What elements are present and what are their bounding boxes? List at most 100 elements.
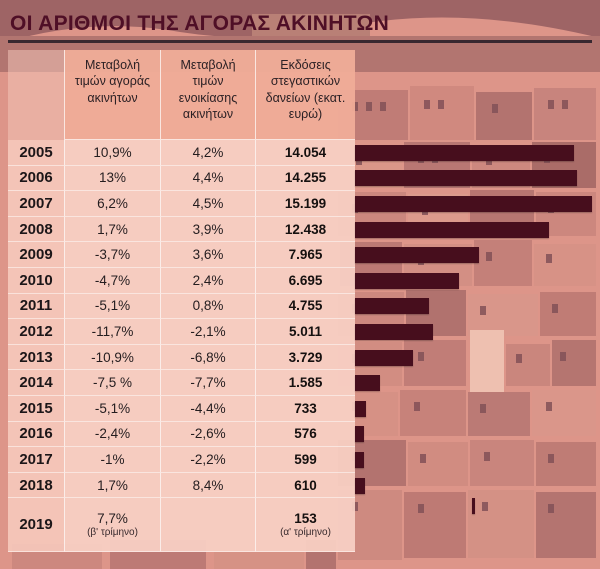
bar-cell bbox=[355, 294, 592, 320]
loan-issuance-value: 610 bbox=[255, 472, 355, 499]
row-year-label: 2016 bbox=[8, 421, 64, 448]
row-year-label: 2012 bbox=[8, 319, 64, 345]
purchase-change-value-note: (β' τρίμηνο) bbox=[87, 527, 138, 539]
row-year-label: 2010 bbox=[8, 268, 64, 294]
loan-issuance-value: 3.729 bbox=[255, 344, 355, 371]
loan-issuance-value-note: (α' τρίμηνο) bbox=[280, 527, 331, 539]
row-year-label: 2015 bbox=[8, 396, 64, 422]
bar-cell bbox=[355, 473, 592, 499]
rent-change-value: 4,4% bbox=[160, 165, 255, 192]
purchase-change-value: 1,7% bbox=[64, 472, 160, 499]
loan-issuance-bar bbox=[355, 272, 460, 289]
row-year-label: 2014 bbox=[8, 370, 64, 397]
purchase-change-value: -5,1% bbox=[64, 293, 160, 320]
loan-issuance-bar bbox=[355, 349, 414, 366]
loan-issuance-value: 5.011 bbox=[255, 319, 355, 345]
loan-issuance-bar bbox=[355, 221, 549, 238]
purchase-change-value: -11,7% bbox=[64, 319, 160, 345]
rent-change-value: -6,8% bbox=[160, 344, 255, 371]
purchase-change-value: 7,7% (β' τρίμηνο) bbox=[64, 498, 160, 553]
loan-issuance-value: 733 bbox=[255, 396, 355, 422]
loan-issuance-value: 576 bbox=[255, 421, 355, 448]
row-year-label: 2009 bbox=[8, 242, 64, 269]
bar-cell bbox=[355, 268, 592, 294]
purchase-change-value: -4,7% bbox=[64, 268, 160, 294]
purchase-change-value: -1% bbox=[64, 447, 160, 473]
rent-change-value bbox=[160, 498, 255, 553]
loan-issuance-bar bbox=[355, 452, 365, 469]
bar-cell bbox=[355, 447, 592, 473]
row-year-label: 2005 bbox=[8, 140, 64, 166]
bar-cell bbox=[355, 498, 592, 552]
purchase-change-value: 6,2% bbox=[64, 191, 160, 217]
purchase-change-value: 13% bbox=[64, 165, 160, 192]
row-year-label: 2008 bbox=[8, 216, 64, 243]
column-header-loan-issuance: Εκδόσεις στεγαστικών δανείων (εκατ. ευρώ… bbox=[255, 50, 355, 141]
loan-issuance-bar bbox=[355, 247, 480, 264]
purchase-change-value: 10,9% bbox=[64, 140, 160, 166]
rent-change-value: -2,2% bbox=[160, 447, 255, 473]
row-year-label: 2018 bbox=[8, 472, 64, 499]
loan-issuance-value: 12.438 bbox=[255, 216, 355, 243]
loan-issuance-value: 15.199 bbox=[255, 191, 355, 217]
purchase-change-value: 1,7% bbox=[64, 216, 160, 243]
loan-issuance-value: 7.965 bbox=[255, 242, 355, 269]
bar-cell bbox=[355, 319, 592, 345]
rent-change-value: 4,2% bbox=[160, 140, 255, 166]
rent-change-value: 3,9% bbox=[160, 216, 255, 243]
rent-change-value: -7,7% bbox=[160, 370, 255, 397]
data-table: Μεταβολή τιμών αγοράς ακινήτων Μεταβολή … bbox=[8, 50, 592, 553]
column-header-purchase-change: Μεταβολή τιμών αγοράς ακινήτων bbox=[64, 50, 160, 141]
rent-change-value: -2,6% bbox=[160, 421, 255, 448]
loan-issuance-value: 14.255 bbox=[255, 165, 355, 192]
bar-cell bbox=[355, 166, 592, 192]
loan-issuance-value: 6.695 bbox=[255, 268, 355, 294]
row-year-label: 2013 bbox=[8, 344, 64, 371]
rent-change-value: 8,4% bbox=[160, 472, 255, 499]
loan-issuance-bar bbox=[355, 298, 430, 315]
purchase-change-value: -7,5 % bbox=[64, 370, 160, 397]
bar-cell bbox=[355, 217, 592, 243]
loan-issuance-bar bbox=[355, 324, 434, 341]
purchase-change-value: -3,7% bbox=[64, 242, 160, 269]
loan-issuance-value: 1.585 bbox=[255, 370, 355, 397]
loan-issuance-bar bbox=[355, 400, 367, 417]
row-year-label: 2011 bbox=[8, 293, 64, 320]
rent-change-value: 3,6% bbox=[160, 242, 255, 269]
loan-issuance-value: 14.054 bbox=[255, 140, 355, 166]
row-year-label: 2007 bbox=[8, 191, 64, 217]
bar-cell bbox=[355, 370, 592, 396]
purchase-change-value: -5,1% bbox=[64, 396, 160, 422]
purchase-change-value: -10,9% bbox=[64, 344, 160, 371]
bar-cell bbox=[355, 242, 592, 268]
loan-issuance-value: 599 bbox=[255, 447, 355, 473]
loan-issuance-value: 4.755 bbox=[255, 293, 355, 320]
bar-cell bbox=[355, 345, 592, 371]
bar-cell bbox=[355, 140, 592, 166]
loan-issuance-bar bbox=[355, 477, 365, 494]
row-year-label: 2019 bbox=[8, 498, 64, 553]
loan-issuance-bar bbox=[355, 196, 592, 213]
purchase-change-value: -2,4% bbox=[64, 421, 160, 448]
bar-cell bbox=[355, 396, 592, 422]
rent-change-value: -4,4% bbox=[160, 396, 255, 422]
rent-change-value: 4,5% bbox=[160, 191, 255, 217]
loan-issuance-bar bbox=[355, 144, 575, 161]
loan-issuance-bar bbox=[472, 498, 475, 515]
row-year-label: 2006 bbox=[8, 165, 64, 192]
bar-cell bbox=[355, 422, 592, 448]
table-corner bbox=[8, 50, 64, 141]
bar-chart-header-spacer bbox=[355, 50, 592, 140]
bar-cell bbox=[355, 191, 592, 217]
page-title: ΟΙ ΑΡΙΘΜΟΙ ΤΗΣ ΑΓΟΡΑΣ ΑΚΙΝΗΤΩΝ bbox=[8, 10, 592, 44]
loan-issuance-bar bbox=[355, 426, 364, 443]
column-header-rent-change: Μεταβολή τιμών ενοικίασης ακινήτων bbox=[160, 50, 255, 141]
loan-issuance-value: 153 (α' τρίμηνο) bbox=[255, 498, 355, 553]
rent-change-value: 0,8% bbox=[160, 293, 255, 320]
rent-change-value: -2,1% bbox=[160, 319, 255, 345]
loan-issuance-bar bbox=[355, 375, 380, 392]
row-year-label: 2017 bbox=[8, 447, 64, 473]
loan-issuance-bar bbox=[355, 170, 578, 187]
